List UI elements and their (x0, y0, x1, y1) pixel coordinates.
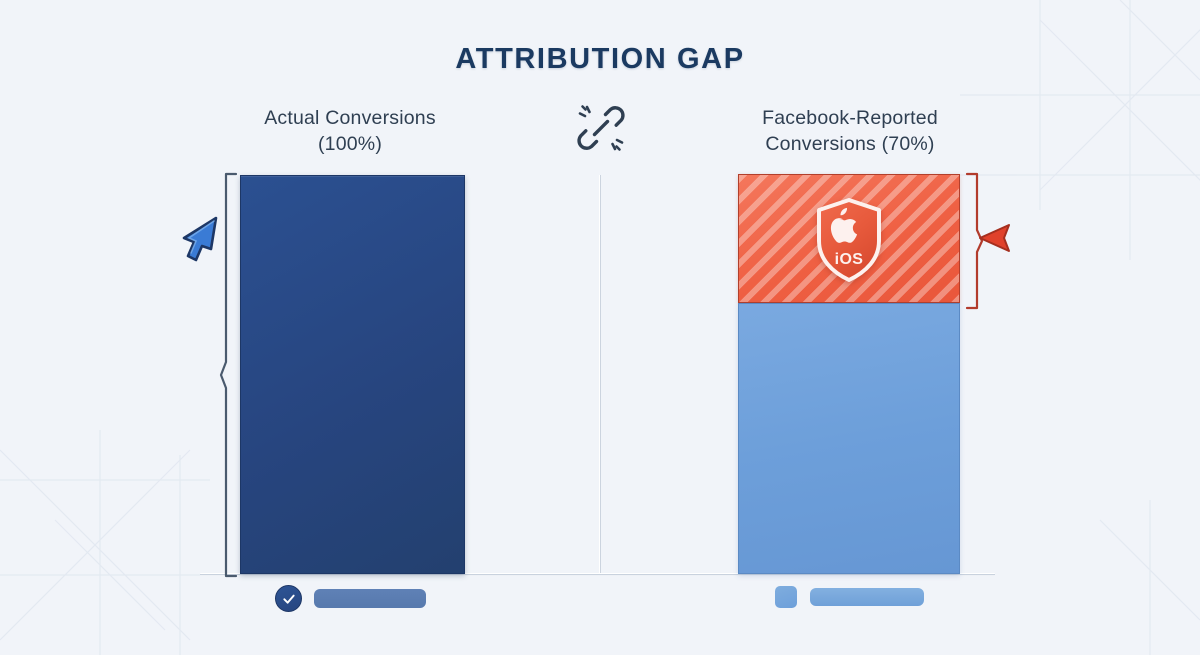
legend-bar-reported (810, 588, 924, 606)
facebook-reported-label-line1: Facebook-Reported (762, 107, 938, 129)
check-glyph (282, 594, 295, 604)
actual-conversions-label-line2: (100%) (317, 133, 383, 155)
bar-actual-conversions[interactable] (240, 175, 465, 574)
color-swatch-icon (775, 586, 797, 608)
facebook-reported-label-line2: Conversions (70%) (765, 133, 935, 155)
ios-shield-badge: iOS (817, 198, 881, 282)
check-icon (275, 585, 302, 612)
actual-conversions-label: Actual Conversions (100%) (215, 105, 485, 157)
apple-logo-icon (830, 207, 858, 243)
broken-link-icon (577, 105, 625, 151)
ios-badge-label: iOS (835, 251, 864, 268)
facebook-reported-conversions-label: Facebook-Reported Conversions (70%) (715, 105, 985, 157)
attribution-gap-bracket (965, 172, 984, 310)
legend-bar-actual (314, 589, 426, 608)
bar-segment-reported[interactable] (738, 303, 960, 574)
red-triangle-pointer-icon (979, 224, 1010, 252)
legend-facebook-reported[interactable] (775, 586, 924, 608)
legend-actual-conversions[interactable] (275, 585, 426, 612)
actual-conversions-bracket (219, 172, 238, 578)
actual-conversions-label-line1: Actual Conversions (264, 107, 436, 129)
baseline-axis (200, 573, 995, 576)
center-divider (599, 175, 601, 574)
cursor-arrow-icon (182, 216, 218, 262)
chart-title: ATTRIBUTION GAP (455, 43, 745, 75)
